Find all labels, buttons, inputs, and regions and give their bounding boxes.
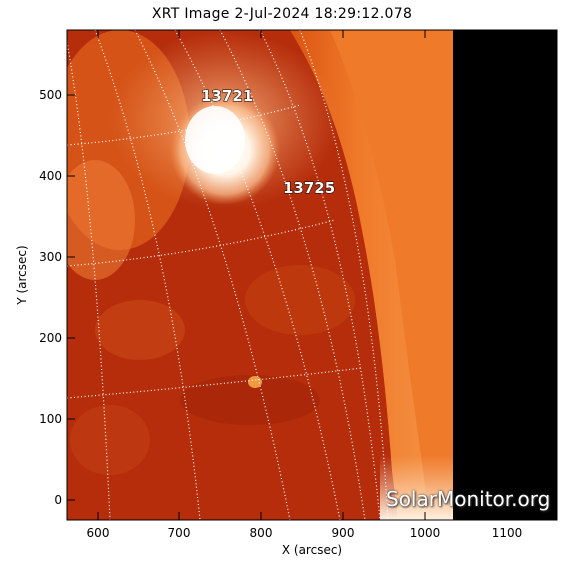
y-axis-label: Y (arcsec) bbox=[15, 245, 29, 305]
y-tick-label: 100 bbox=[39, 412, 62, 426]
y-tick-label: 300 bbox=[39, 250, 62, 264]
grid-latitude bbox=[67, 367, 363, 399]
no-data-region bbox=[453, 30, 557, 520]
watermark: SolarMonitor.org bbox=[386, 487, 551, 511]
y-tick-label: 200 bbox=[39, 331, 62, 345]
y-axis-ticks bbox=[67, 94, 557, 501]
x-tick-label: 700 bbox=[168, 526, 191, 540]
plot-frame bbox=[66, 29, 558, 521]
grid-longitude bbox=[259, 30, 381, 520]
x-axis-label: X (arcsec) bbox=[282, 543, 342, 557]
x-tick-label: 800 bbox=[250, 526, 273, 540]
grid-longitude bbox=[67, 41, 111, 520]
x-axis-ticks bbox=[97, 30, 508, 520]
limb-brightening bbox=[290, 30, 430, 520]
grid-longitude bbox=[94, 30, 201, 520]
y-tick-label: 400 bbox=[39, 169, 62, 183]
lower-limb-brightening bbox=[380, 455, 455, 520]
x-tick-label: 1100 bbox=[492, 526, 523, 540]
grid-longitude bbox=[299, 30, 389, 520]
heliographic-grid bbox=[67, 30, 389, 520]
y-tick-label: 500 bbox=[39, 88, 62, 102]
x-tick-label: 1000 bbox=[410, 526, 441, 540]
region-label-13721: 13721 bbox=[201, 87, 253, 105]
solar-image bbox=[67, 30, 557, 520]
x-tick-label: 600 bbox=[87, 526, 110, 540]
image-title: XRT Image 2-Jul-2024 18:29:12.078 bbox=[151, 6, 413, 22]
x-tick-label: 900 bbox=[332, 526, 355, 540]
bright-point bbox=[248, 376, 262, 388]
y-tick-label: 0 bbox=[54, 493, 62, 507]
grid-longitude bbox=[134, 30, 291, 520]
region-label-13725: 13725 bbox=[283, 179, 335, 197]
